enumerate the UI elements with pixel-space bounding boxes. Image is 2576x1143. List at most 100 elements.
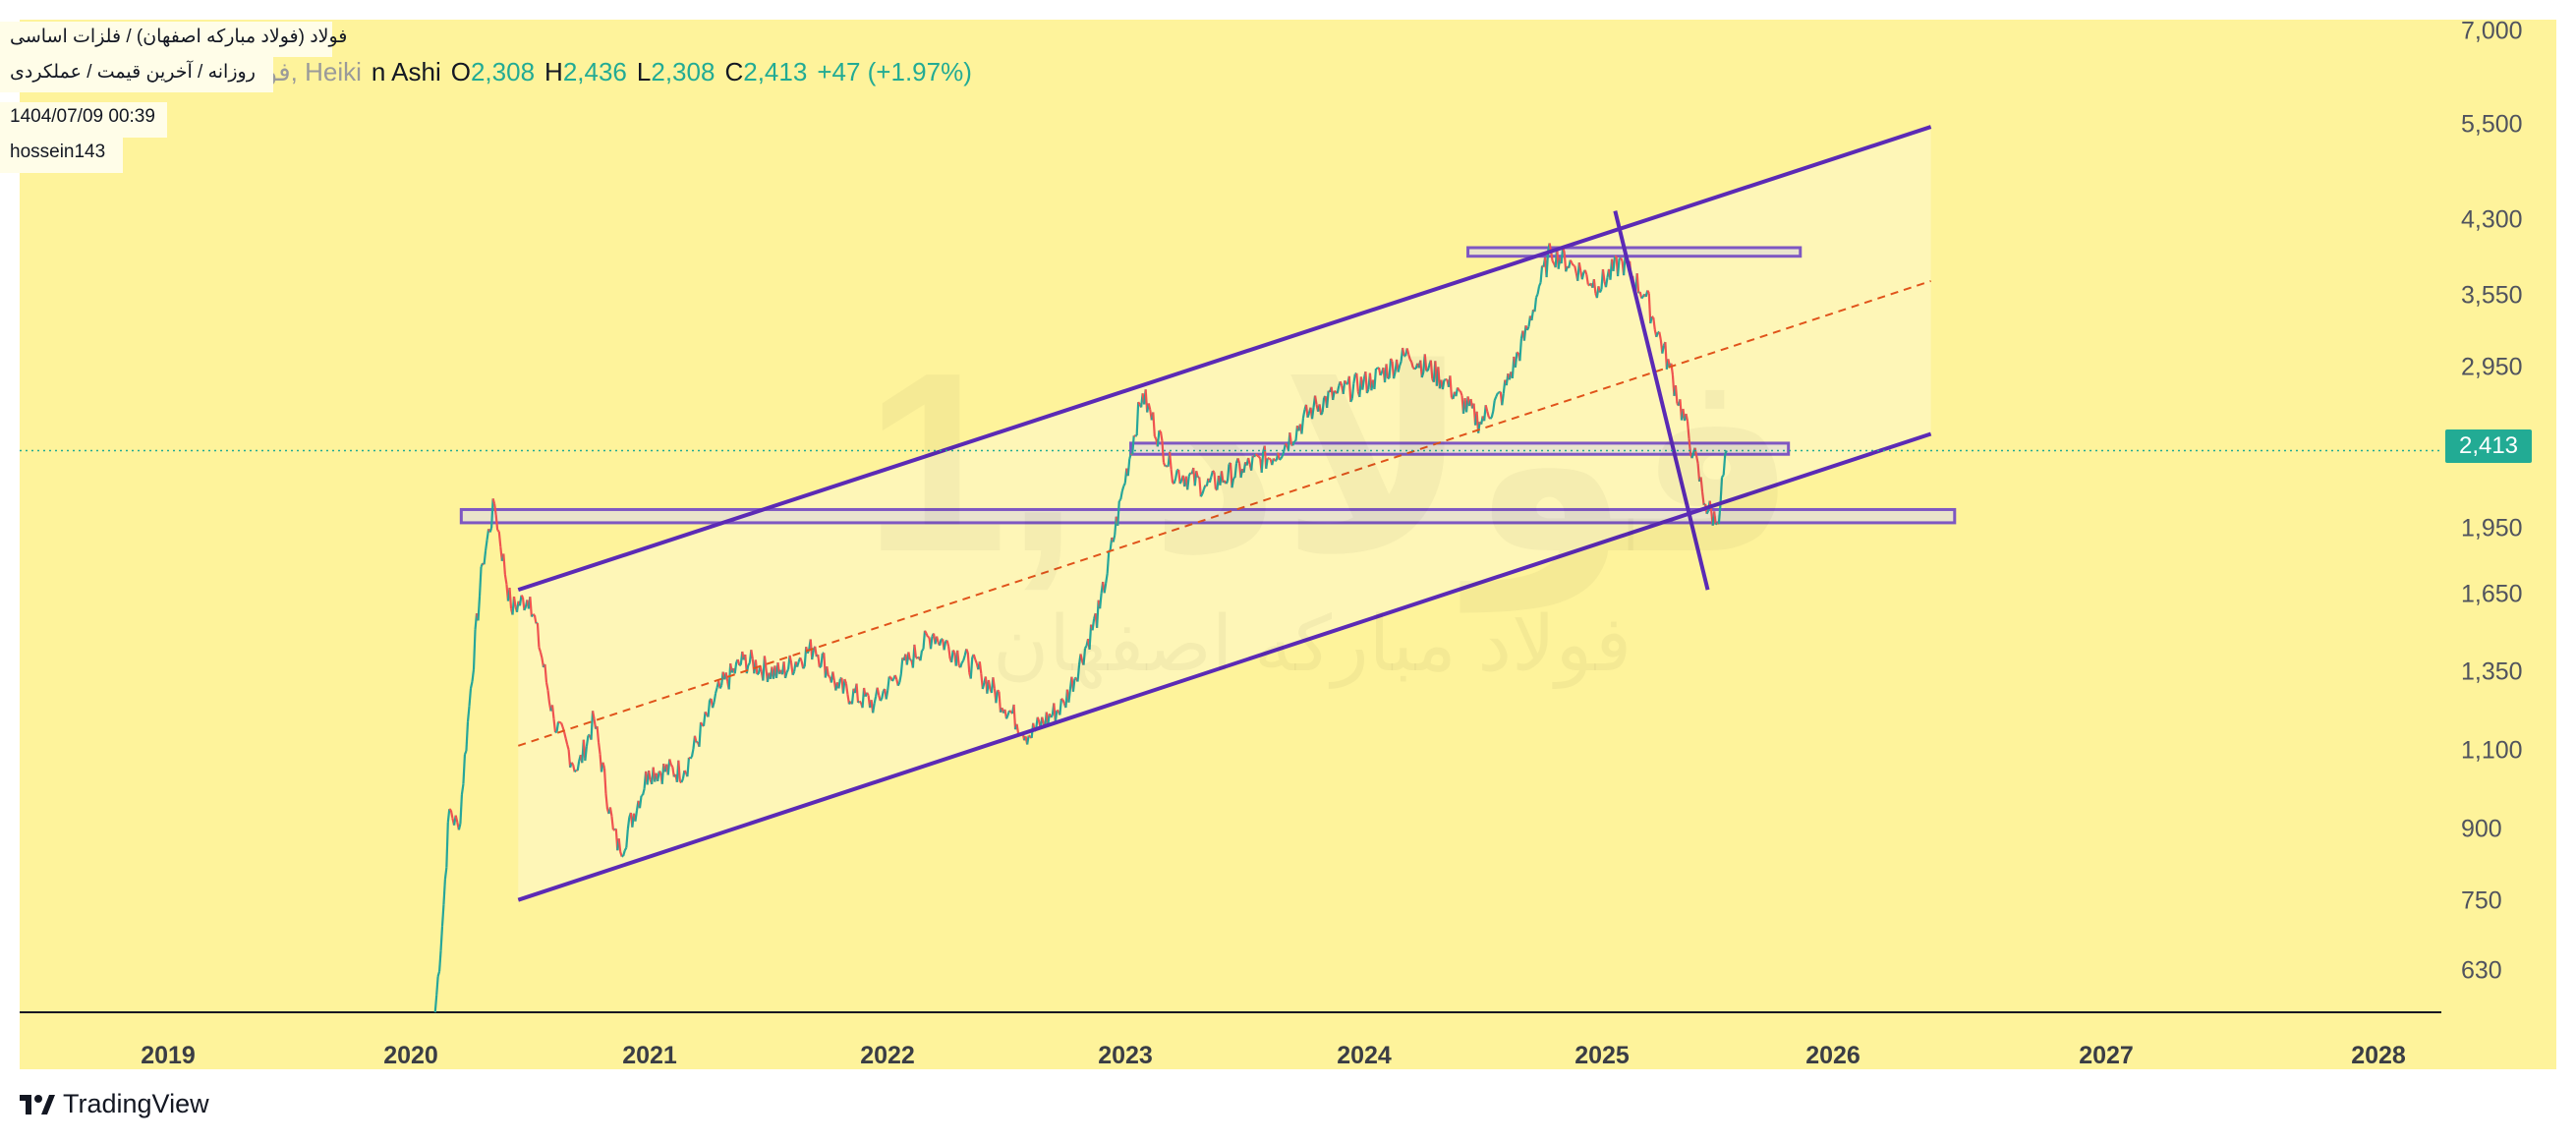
price-segment (831, 671, 835, 681)
price-segment (1026, 735, 1030, 745)
price-segment (1574, 265, 1577, 274)
price-segment (1352, 373, 1356, 384)
y-tick-900: 900 (2461, 815, 2502, 843)
price-segment (1693, 447, 1698, 456)
chart-pane[interactable]: 1, فولاد فولاد مبارکه اصفهان 1, فولاد مب… (0, 20, 2441, 1069)
price-segment (459, 794, 464, 825)
price-segment (1291, 440, 1295, 446)
price-segment (1533, 297, 1538, 313)
price-segment (608, 807, 613, 817)
x-tick-2019: 2019 (141, 1042, 196, 1069)
price-segment (1670, 363, 1675, 375)
price-segment (698, 721, 703, 747)
price-segment (1306, 412, 1311, 419)
price-segment (1493, 396, 1498, 401)
price-segment (959, 661, 963, 668)
price-segment (443, 867, 448, 880)
price-segment (544, 663, 548, 683)
price-segment (1265, 458, 1269, 469)
price-segment (919, 650, 924, 661)
price-segment (881, 690, 885, 700)
price-segment (1674, 385, 1679, 404)
price-segment (1012, 704, 1017, 730)
price-segment (987, 679, 992, 690)
price-segment (1008, 710, 1012, 713)
price-segment (544, 682, 549, 691)
price-segment (1661, 345, 1665, 354)
channel-upper-line (517, 125, 1932, 593)
price-segment (1580, 271, 1585, 280)
price-segment (657, 771, 660, 782)
price-segment (1649, 315, 1653, 324)
price-segment (560, 722, 564, 728)
price-segment (483, 550, 487, 565)
x-tick-2023: 2023 (1098, 1042, 1153, 1069)
price-segment (1690, 452, 1695, 459)
price-segment (1067, 688, 1072, 703)
price-segment (921, 648, 925, 652)
price-segment (1233, 463, 1238, 479)
price-segment (1208, 476, 1213, 484)
price-segment (1399, 361, 1402, 367)
price-segment (591, 711, 596, 719)
price-segment (1015, 723, 1020, 734)
price-segment (1423, 354, 1428, 371)
price-segment (683, 770, 687, 773)
price-segment (1106, 551, 1111, 574)
price-segment (873, 696, 878, 705)
price-segment (858, 700, 862, 704)
price-segment (436, 970, 441, 977)
symbol-title: فولاد (فولاد مبارکه اصفهان) / فلزات اساس… (10, 27, 348, 47)
price-segment (802, 665, 806, 669)
price-segment (433, 995, 438, 1013)
price-segment (546, 690, 551, 704)
price-segment (1321, 397, 1326, 413)
price-segment (552, 718, 557, 733)
price-segment (1152, 412, 1156, 437)
legend-change: +47 (+1.97%) (817, 57, 972, 86)
price-segment (943, 641, 947, 651)
price-segment (668, 759, 672, 766)
price-segment (724, 672, 729, 682)
price-axis[interactable]: 7,000 5,500 4,300 3,550 2,950 1,950 1,65… (2441, 18, 2556, 1069)
price-segment (1186, 476, 1190, 490)
price-segment (484, 540, 488, 551)
price-segment (896, 681, 901, 687)
price-segment (1281, 450, 1286, 457)
y-tick-5500: 5,500 (2461, 110, 2523, 139)
price-segment (1685, 413, 1689, 422)
y-tick-2950: 2,950 (2461, 353, 2523, 381)
price-segment (460, 783, 465, 795)
price-segment (1694, 455, 1699, 464)
price-segment (503, 574, 508, 585)
price-segment (1005, 714, 1009, 719)
price-segment (1619, 257, 1622, 260)
price-segment (785, 668, 790, 673)
price-segment (621, 854, 624, 858)
price-segment (1050, 714, 1054, 718)
price-segment (1061, 699, 1065, 705)
price-chart[interactable] (20, 20, 2441, 1069)
price-segment (965, 648, 969, 654)
price-segment (677, 760, 681, 782)
price-segment (658, 770, 662, 774)
price-segment (997, 689, 1001, 693)
price-segment (925, 632, 930, 638)
price-segment (442, 879, 446, 905)
price-segment (566, 744, 570, 751)
price-segment (707, 700, 712, 717)
price-segment (1402, 347, 1405, 357)
price-segment (1231, 478, 1235, 488)
price-segment (890, 678, 895, 682)
price-segment (1310, 407, 1315, 420)
price-segment (935, 636, 940, 643)
price-segment (1161, 440, 1166, 463)
timeframe-box: روزانه / آخرین قیمت / عملکردی (0, 57, 273, 92)
legend-open: 2,308 (470, 57, 536, 86)
price-segment (472, 629, 477, 670)
symbol-title-box: فولاد (فولاد مبارکه اصفهان) / فلزات اساس… (0, 22, 347, 57)
price-segment (1647, 293, 1652, 324)
price-segment (1099, 593, 1103, 609)
price-segment (1355, 372, 1359, 392)
price-segment (1714, 522, 1719, 526)
